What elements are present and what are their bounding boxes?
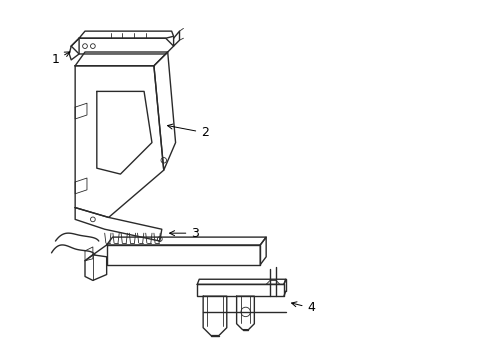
Text: 1: 1 <box>51 52 70 66</box>
Text: 4: 4 <box>291 301 315 315</box>
Text: 3: 3 <box>169 227 199 240</box>
Text: 2: 2 <box>167 124 209 139</box>
